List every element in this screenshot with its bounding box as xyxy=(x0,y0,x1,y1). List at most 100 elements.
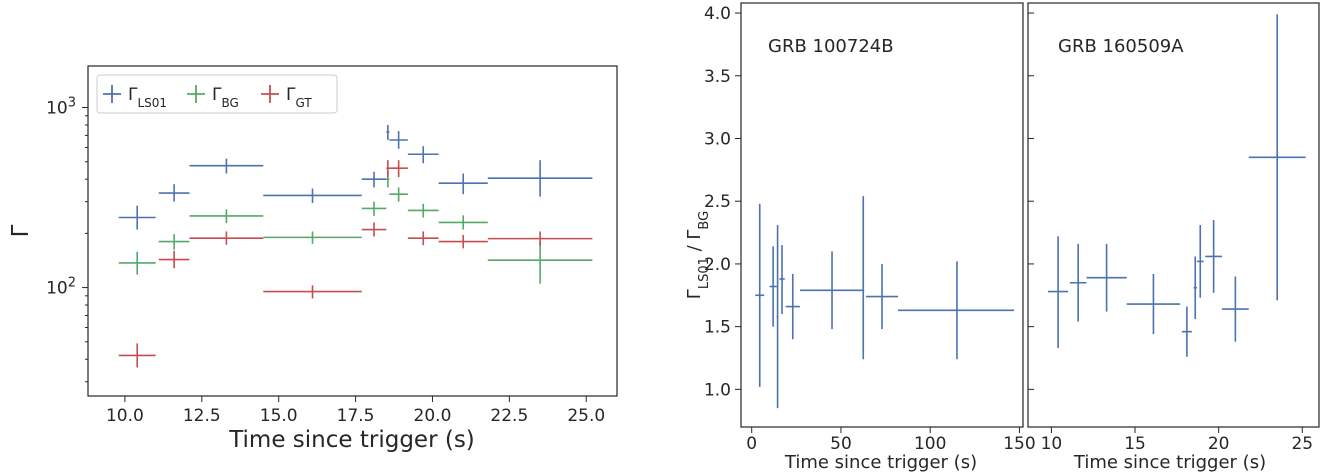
ratio-plot-frame-100724b xyxy=(740,2,1024,428)
gamma-gt-point-2 xyxy=(189,231,264,245)
gamma-axis-ticks: 10.0 12.5 15.0 17.5 20.0 22.5 25.0 102 103 xyxy=(46,95,605,426)
gamma-bg-point-9 xyxy=(487,241,593,284)
gamma-bg-point-1 xyxy=(158,234,190,250)
legend-box xyxy=(96,74,338,114)
ratio-100724b-point-1 xyxy=(769,246,777,327)
ratio-160509a-point-8 xyxy=(1222,276,1249,342)
gamma-gt-point-6 xyxy=(389,160,408,178)
ratio-100724b-x-tick-label-1: 50 xyxy=(830,434,852,454)
gamma-ls01-point-9 xyxy=(487,160,593,197)
gamma-gt-point-4 xyxy=(361,222,387,237)
gamma-ls01-point-6 xyxy=(389,131,408,149)
ratio-100724b-point-8 xyxy=(898,261,1015,360)
gamma-bg-point-6 xyxy=(389,187,408,202)
ratio-160509a-point-5 xyxy=(1193,256,1197,320)
legend-label-gt: ΓGT xyxy=(286,85,312,110)
gamma-legend: ΓLS01 ΓBG ΓGT xyxy=(96,74,338,114)
ratio-plot-frame-160509a xyxy=(1027,2,1320,428)
ratio-160509a-point-2 xyxy=(1086,243,1127,312)
ratio-160509a-x-tick-label-1: 15 xyxy=(1124,434,1146,454)
ratio-y-tick-label-4: 3.0 xyxy=(704,129,731,149)
gamma-bg-point-3 xyxy=(263,231,362,244)
gamma-y-axis-label: Γ xyxy=(8,224,34,237)
gamma-ls01-point-1 xyxy=(158,184,190,202)
ratio-100724b-point-7 xyxy=(865,263,899,330)
ratio-100724b-point-6 xyxy=(862,196,865,360)
ratio-100724b-point-0 xyxy=(755,203,765,387)
ratio-100724b-point-2 xyxy=(776,225,779,409)
ratio-100724b-point-4 xyxy=(785,273,800,340)
ratio-160509a-point-7 xyxy=(1205,220,1222,293)
ratio-100724b-point-3 xyxy=(779,245,785,315)
panel-title-160509a: GRB 160509A xyxy=(1058,36,1184,57)
gamma-bg-point-4 xyxy=(361,201,387,216)
ratio-100724b-x-tick-label-3: 150 xyxy=(1003,434,1035,454)
gamma-ls01-point-7 xyxy=(407,146,439,164)
ratio-y-tick-label-2: 2.0 xyxy=(704,255,731,275)
gamma-bg-point-2 xyxy=(189,209,264,224)
legend-label-ls01: ΓLS01 xyxy=(128,85,167,110)
gamma-gt-point-9 xyxy=(487,231,593,247)
gamma-x-tick-label-1: 12.5 xyxy=(183,406,221,426)
gamma-x-axis-label: Time since trigger (s) xyxy=(228,427,475,453)
ratio-datapoints-160509a xyxy=(1048,14,1306,357)
gamma-y-tick-label-0: 102 xyxy=(46,275,76,299)
gamma-datapoints xyxy=(118,124,593,368)
legend-entry-bg: ΓBG xyxy=(187,85,239,110)
ratio-y-tick-label-3: 2.5 xyxy=(704,192,731,212)
panel-title-100724b: GRB 100724B xyxy=(768,36,894,57)
gamma-ls01-point-5 xyxy=(386,124,390,140)
gamma-gt-point-3 xyxy=(263,285,362,299)
ratio-y-tick-label-0: 1.0 xyxy=(704,380,731,400)
ratio-160509a-point-4 xyxy=(1181,306,1192,357)
ratio-x-axis-label-160509a: Time since trigger (s) xyxy=(1073,452,1266,473)
legend-entry-gt: ΓGT xyxy=(261,85,312,110)
ratio-160509a-point-9 xyxy=(1248,14,1306,301)
ratio-160509a-point-6 xyxy=(1196,225,1204,298)
ratio-panel-100724b: 0 50 100 150 1.0 1.5 2.0 2.5 3.0 3.5 4.0 GRB 10072… xyxy=(684,2,1036,473)
ratio-axis-ticks-160509a: 10 15 20 25 xyxy=(1028,12,1313,454)
gamma-y-tick-label-1: 103 xyxy=(46,95,76,119)
gamma-gt-point-5 xyxy=(386,160,390,178)
gamma-x-tick-label-4: 20.0 xyxy=(414,406,452,426)
ratio-y-tick-label-6: 4.0 xyxy=(704,4,731,24)
legend-entry-ls01: ΓLS01 xyxy=(103,85,167,110)
ratio-160509a-point-3 xyxy=(1126,273,1181,335)
gamma-x-tick-label-2: 15.0 xyxy=(260,406,298,426)
ratio-100724b-x-tick-label-0: 0 xyxy=(746,434,757,454)
gamma-x-tick-label-5: 22.5 xyxy=(490,406,528,426)
ratio-y-tick-label-1: 1.5 xyxy=(704,318,731,338)
gamma-bg-point-8 xyxy=(438,215,488,230)
ratio-160509a-x-tick-label-3: 25 xyxy=(1291,434,1313,454)
ratio-axis-ticks-100724b: 0 50 100 150 1.0 1.5 2.0 2.5 3.0 3.5 4.0 xyxy=(704,4,1036,454)
gamma-x-tick-label-3: 17.5 xyxy=(337,406,375,426)
ratio-100724b-x-tick-label-2: 100 xyxy=(914,434,946,454)
gamma-bg-point-0 xyxy=(118,251,156,275)
gamma-ls01-point-8 xyxy=(438,173,488,195)
ratio-160509a-x-tick-label-2: 20 xyxy=(1208,434,1230,454)
legend-label-bg: ΓBG xyxy=(212,85,239,110)
gamma-ls01-point-4 xyxy=(361,171,387,188)
ratio-160509a-x-tick-label-0: 10 xyxy=(1041,434,1063,454)
gamma-bg-point-7 xyxy=(407,203,439,218)
ratio-y-axis-label: ΓLS01 / ΓBG xyxy=(684,211,712,299)
gamma-gt-point-1 xyxy=(158,250,190,269)
gamma-ls01-point-3 xyxy=(263,188,362,203)
gamma-gt-point-0 xyxy=(118,343,156,368)
gamma-x-tick-label-6: 25.0 xyxy=(567,406,605,426)
gamma-ls01-point-0 xyxy=(118,205,156,230)
gamma-gt-point-8 xyxy=(438,234,488,249)
gamma-gt-point-7 xyxy=(407,231,439,246)
gamma-plot-frame xyxy=(87,65,618,397)
gamma-ls01-point-2 xyxy=(189,158,264,174)
ratio-160509a-point-1 xyxy=(1069,243,1087,322)
ratio-x-axis-label-100724b: Time since trigger (s) xyxy=(784,452,977,473)
ratio-y-tick-label-5: 3.5 xyxy=(704,67,731,87)
ratio-160509a-point-0 xyxy=(1048,236,1069,348)
gamma-x-tick-label-0: 10.0 xyxy=(106,406,144,426)
ratio-100724b-point-5 xyxy=(799,251,865,330)
gamma-panel: 10.0 12.5 15.0 17.5 20.0 22.5 25.0 102 103 Time … xyxy=(8,65,618,453)
ratio-panel-160509a: 10 15 20 25 GRB 160509A Time since trigger … xyxy=(1027,2,1320,473)
ratio-datapoints-100724b xyxy=(755,196,1015,409)
